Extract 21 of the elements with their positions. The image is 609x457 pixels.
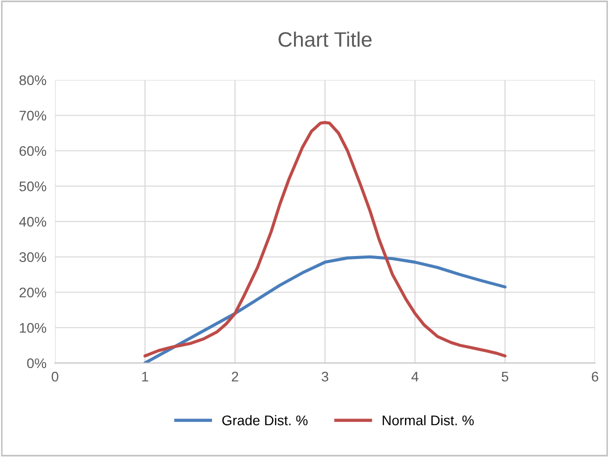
y-tick-label: 60% bbox=[20, 146, 46, 156]
x-tick-label: 1 bbox=[142, 372, 148, 382]
x-tick-label: 4 bbox=[411, 372, 418, 382]
y-tick-label: 80% bbox=[19, 75, 46, 86]
chart-title: Chart Title bbox=[278, 32, 372, 47]
x-tick-label: 3 bbox=[322, 372, 328, 382]
line-series bbox=[143, 255, 507, 363]
x-tick-label: 6 bbox=[592, 372, 598, 382]
y-tick-label: 40% bbox=[19, 216, 46, 227]
y-tick-label: 0% bbox=[27, 358, 46, 368]
x-tick-label: 0 bbox=[52, 372, 58, 382]
y-tick-label: 50% bbox=[19, 181, 46, 192]
x-tick-label: 2 bbox=[232, 372, 238, 382]
y-tick-label: 30% bbox=[19, 252, 46, 262]
y-tick-label: 70% bbox=[20, 110, 46, 121]
legend-label: Grade Dist. % bbox=[222, 415, 308, 426]
legend-label: Normal Dist. % bbox=[382, 415, 474, 426]
y-tick-label: 10% bbox=[20, 322, 46, 333]
x-tick-label: 5 bbox=[502, 372, 508, 382]
line-series bbox=[143, 120, 507, 358]
y-tick-label: 20% bbox=[20, 288, 46, 298]
